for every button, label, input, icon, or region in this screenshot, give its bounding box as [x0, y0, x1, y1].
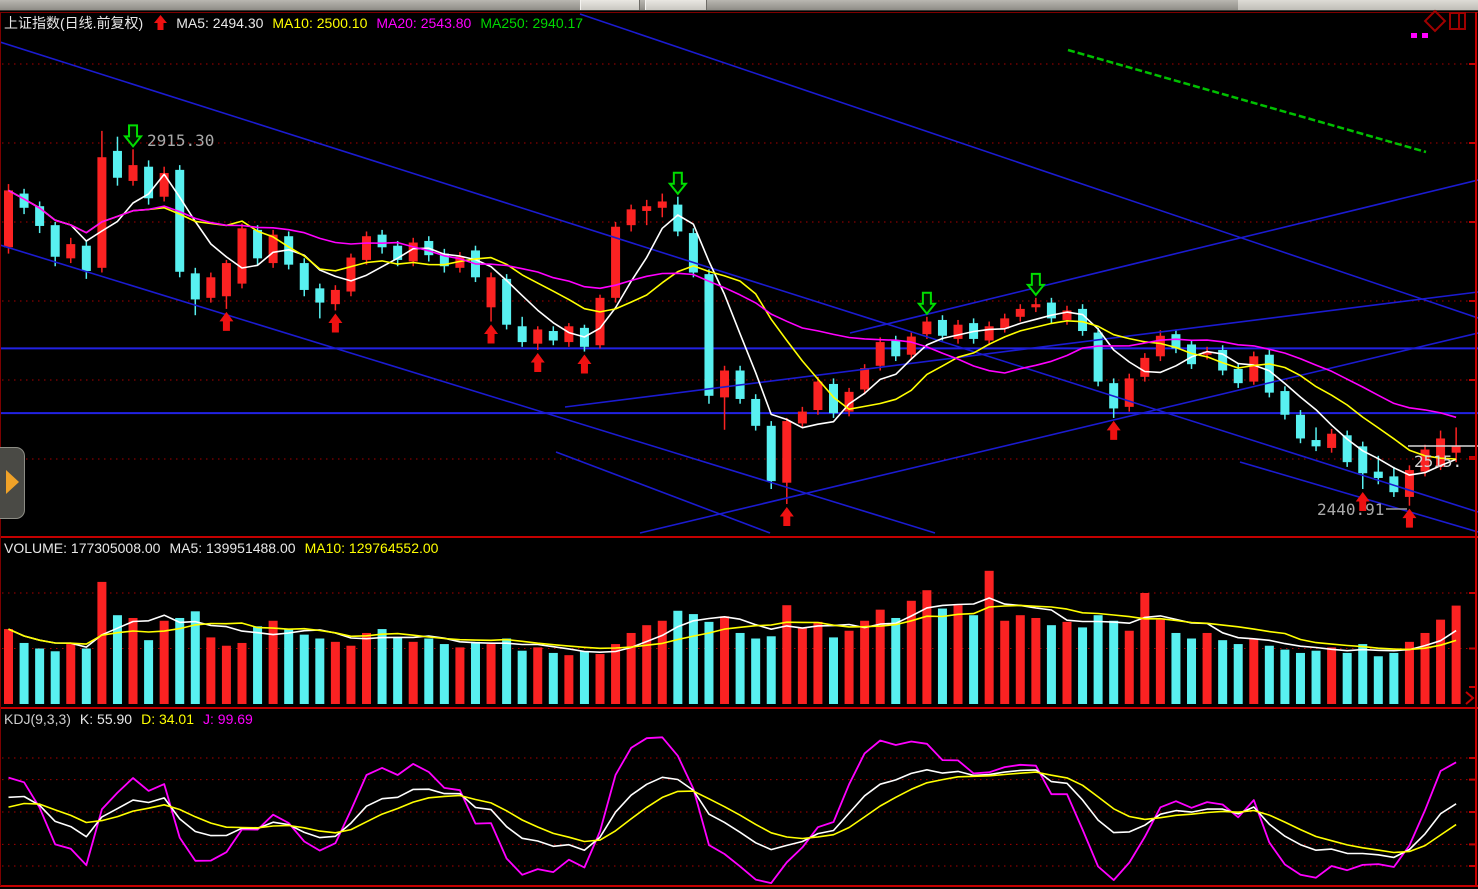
buy-arrow-icon: [1106, 420, 1121, 440]
indicator-dot-icon: [1411, 33, 1417, 38]
buy-arrow-icon: [1402, 508, 1417, 528]
kdj-d-line: [8, 771, 1457, 854]
last-price-label: 2515.: [1414, 452, 1463, 471]
volume-ma10-value: MA10: 129764552.00: [304, 540, 439, 556]
buy-arrow-icon: [328, 313, 343, 333]
ma20-value: MA20: 2543.80: [376, 15, 472, 31]
scroll-left-handle[interactable]: [0, 447, 25, 519]
kdj-name: KDJ(9,3,3): [4, 711, 71, 727]
toolbar-right-area: [1238, 0, 1478, 10]
sell-arrow-icon: [667, 171, 688, 196]
ma10-value: MA10: 2500.10: [272, 15, 368, 31]
ma250-value: MA250: 2940.17: [480, 15, 584, 31]
price-ma5-line: [8, 173, 1457, 476]
volume-ma5-value: MA5: 139951488.00: [169, 540, 296, 556]
sell-arrow-icon: [916, 291, 937, 316]
toolbar-strip: [0, 0, 1478, 11]
kdj-k-value: K: 55.90: [79, 711, 133, 727]
buy-arrow-icon: [1355, 492, 1370, 512]
kdj-pane: [8, 736, 1457, 884]
trendlines: [0, 13, 1478, 534]
peak-price-label: 2915.30: [147, 131, 215, 150]
buy-arrow-icon: [219, 311, 234, 331]
main-legend: 上证指数(日线.前复权) MA5: 2494.30 MA10: 2500.10 MA2…: [4, 13, 592, 33]
pane-resize-chevron-icon: [1465, 691, 1475, 705]
support-lines: [0, 347, 1478, 415]
chart-frame: [0, 12, 1478, 887]
recent-low-label: 2440.91: [1317, 500, 1385, 519]
price-ma250-line: [1067, 48, 1427, 154]
kdj-j-value: J: 99.69: [203, 711, 253, 727]
indicator-dot-icon: [1422, 33, 1428, 38]
split-window-icon[interactable]: [1449, 12, 1466, 30]
volume-legend: VOLUME: 177305008.00 MA5: 139951488.00 MA1…: [4, 540, 447, 556]
symbol-title: 上证指数(日线.前复权): [4, 15, 144, 31]
trend-up-icon: [154, 15, 168, 33]
buy-arrow-icon: [530, 352, 545, 372]
toolbar-button[interactable]: [580, 0, 640, 10]
toolbar-button[interactable]: [645, 0, 707, 10]
price-pane: [0, 13, 1478, 534]
price-ma20-line: [8, 189, 1457, 419]
buy-arrow-icon: [484, 324, 499, 344]
signal-markers: [122, 124, 1417, 528]
volume-ma10-line: [8, 604, 1457, 651]
kdj-legend: KDJ(9,3,3) K: 55.90 D: 34.01 J: 99.69: [4, 711, 262, 727]
kdj-d-value: D: 34.01: [141, 711, 195, 727]
buy-arrow-icon: [577, 354, 592, 374]
buy-arrow-icon: [779, 507, 794, 527]
volume-ma5-line: [8, 597, 1457, 654]
volume-bars: [4, 570, 1461, 704]
expand-arrow-icon: [6, 470, 19, 494]
volume-value: VOLUME: 177305008.00: [4, 540, 161, 556]
ma5-value: MA5: 2494.30: [176, 15, 264, 31]
sell-arrow-icon: [1025, 272, 1046, 297]
sell-arrow-icon: [122, 124, 144, 148]
gridlines: [2, 63, 1474, 867]
kdj-j-line: [8, 736, 1457, 884]
